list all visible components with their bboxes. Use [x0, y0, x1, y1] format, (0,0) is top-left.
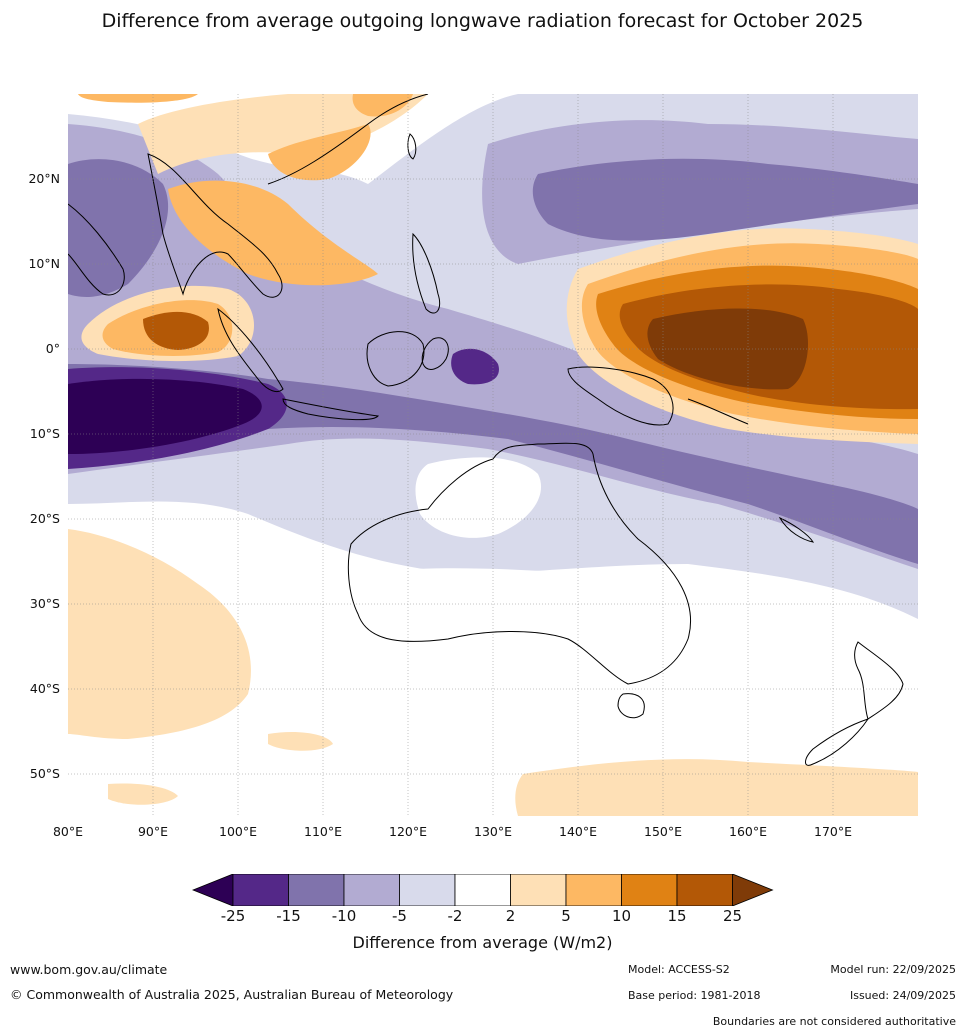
new-guinea-coastline: [567, 366, 674, 426]
india-coastline: [68, 203, 125, 296]
colorbar-segment: [676, 874, 733, 906]
colorbar-segment: [454, 874, 511, 906]
java-coastline: [282, 398, 379, 421]
forecast-map: [68, 94, 918, 816]
lat-label-40s: 40°S: [29, 681, 60, 696]
colorbar-tick-label: 15: [667, 907, 687, 925]
anomaly-light-orange-south-2: [108, 783, 178, 805]
colorbar-tick-label: 5: [561, 907, 571, 925]
lon-label-110e: 110°E: [303, 824, 343, 839]
boundaries-disclaimer: Boundaries are not considered authoritat…: [712, 1015, 956, 1028]
colorbar-extend-high: [732, 874, 774, 906]
colorbar-tick-label: 2: [505, 907, 516, 925]
anomaly-orange-indochina: [168, 180, 378, 286]
anomaly-orange-north-2: [352, 94, 413, 117]
gridlines: [68, 94, 918, 816]
website-link[interactable]: www.bom.gov.au/climate: [10, 962, 168, 977]
anomaly-orange-north: [78, 94, 198, 103]
anomaly-neutral-australia: [415, 457, 542, 538]
anomaly-light-orange-indochina: [138, 94, 428, 174]
lat-label-0: 0°: [45, 341, 60, 356]
model-run-date: Model run: 22/09/2025: [830, 963, 956, 976]
lon-label-130e: 130°E: [473, 824, 513, 839]
new-caledonia-coastline: [778, 516, 815, 543]
anomaly-light-orange-south-3: [268, 732, 333, 751]
borneo-coastline: [366, 331, 425, 387]
anomaly-light-orange-southern-ocean: [515, 759, 918, 816]
colorbar-tick-label: 25: [722, 907, 743, 925]
copyright-text: © Commonwealth of Australia 2025, Austra…: [10, 987, 454, 1002]
sumatra-coastline: [217, 307, 284, 392]
colorbar-tick-label: -15: [276, 907, 301, 925]
lat-label-50s: 50°S: [29, 766, 60, 781]
lon-label-140e: 140°E: [558, 824, 598, 839]
model-name: Model: ACCESS-S2: [628, 963, 730, 976]
lon-label-150e: 150°E: [643, 824, 683, 839]
anomaly-dark-purple-west: [68, 159, 169, 297]
indochina-coastline: [147, 153, 283, 298]
colorbar-segment: [343, 874, 400, 906]
issued-date: Issued: 24/09/2025: [849, 989, 956, 1002]
colorbar-tick-label: -5: [392, 907, 407, 925]
anomaly-deep-purple-maritime: [451, 348, 499, 385]
colorbar-label: Difference from average (W/m2): [352, 933, 613, 952]
lon-label-120e: 120°E: [388, 824, 428, 839]
lon-label-170e: 170°E: [813, 824, 853, 839]
colorbar-tick-label: 10: [611, 907, 632, 925]
anomaly-neutral-australia-south: [352, 568, 688, 686]
colorbar-segment: [565, 874, 622, 906]
colorbar-segment: [399, 874, 456, 906]
colorbar-segment: [232, 874, 289, 906]
philippines-coastline: [412, 232, 441, 314]
colorbar: [192, 874, 774, 906]
anomaly-light-orange-southern-indian: [68, 529, 251, 739]
lat-label-30s: 30°S: [29, 596, 60, 611]
australia-coastline: [347, 442, 692, 685]
base-period: Base period: 1981-2018: [628, 989, 761, 1002]
anomaly-darkest-brown-pacific: [647, 308, 808, 390]
lon-label-160e: 160°E: [728, 824, 768, 839]
tasmania-coastline: [617, 693, 645, 719]
lon-label-90e: 90°E: [137, 824, 169, 839]
colorbar-extend-low: [192, 874, 234, 906]
anomaly-orange-china: [268, 124, 371, 181]
colorbar-tick-label: -2: [447, 907, 463, 925]
lon-label-100e: 100°E: [218, 824, 258, 839]
colorbar-segment: [510, 874, 567, 906]
colorbar-tick-label: -10: [331, 907, 357, 925]
new-zealand-south-coastline: [805, 718, 870, 766]
coastlines: [68, 94, 904, 766]
colorbar-segment: [621, 874, 678, 906]
colorbar-tick-label: -25: [220, 907, 246, 925]
lat-label-10s: 10°S: [29, 426, 60, 441]
lat-label-10n: 10°N: [28, 256, 60, 271]
lat-label-20s: 20°S: [29, 511, 60, 526]
sulawesi-coastline: [421, 337, 449, 370]
anomaly-deepest-purple-indian-ocean: [68, 378, 262, 454]
map-title: Difference from average outgoing longwav…: [101, 10, 864, 32]
colorbar-segment: [288, 874, 345, 906]
solomon-islands-coastline: [687, 398, 749, 425]
lon-label-80e: 80°E: [52, 824, 84, 839]
lat-label-20n: 20°N: [28, 171, 60, 186]
anomaly-brown-bay-of-bengal: [143, 311, 209, 350]
